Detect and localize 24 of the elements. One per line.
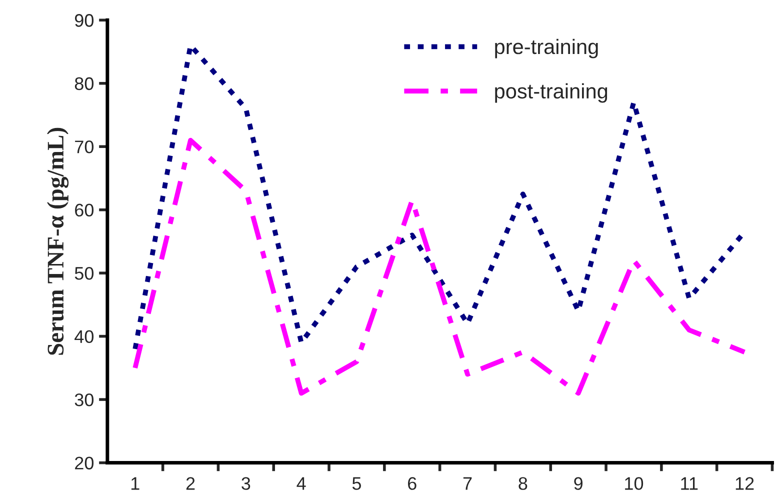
x-tick-label: 8 [518, 477, 528, 490]
x-tick-label: 12 [736, 477, 754, 490]
legend-label: pre-training [495, 38, 598, 58]
y-tick-label: 50 [74, 266, 94, 280]
x-tick-label: 3 [242, 477, 250, 490]
x-tick-label: 2 [186, 477, 195, 490]
line-series [132, 138, 747, 396]
y-tick-label: 60 [75, 204, 94, 217]
x-tick-label: 1 [131, 477, 140, 490]
y-axis-title: Serum TNF-α (pg/mL) [46, 128, 69, 355]
x-tick-label: 5 [352, 477, 361, 490]
x-tick-label: 11 [681, 477, 698, 490]
y-tick-label: 20 [75, 456, 94, 470]
x-tick-label: 10 [625, 477, 644, 490]
x-tick-label: 6 [408, 477, 416, 490]
y-tick-label: 40 [74, 330, 94, 344]
y-tick-label: 80 [74, 77, 94, 90]
legend-label: post-training [495, 83, 608, 103]
x-tick-label: 9 [574, 477, 582, 490]
x-tick-label: 4 [296, 477, 306, 490]
y-tick-label: 90 [74, 14, 94, 27]
y-tick-label: 30 [74, 393, 94, 406]
x-tick-label: 7 [463, 477, 472, 490]
y-tick-label: 70 [75, 140, 94, 154]
